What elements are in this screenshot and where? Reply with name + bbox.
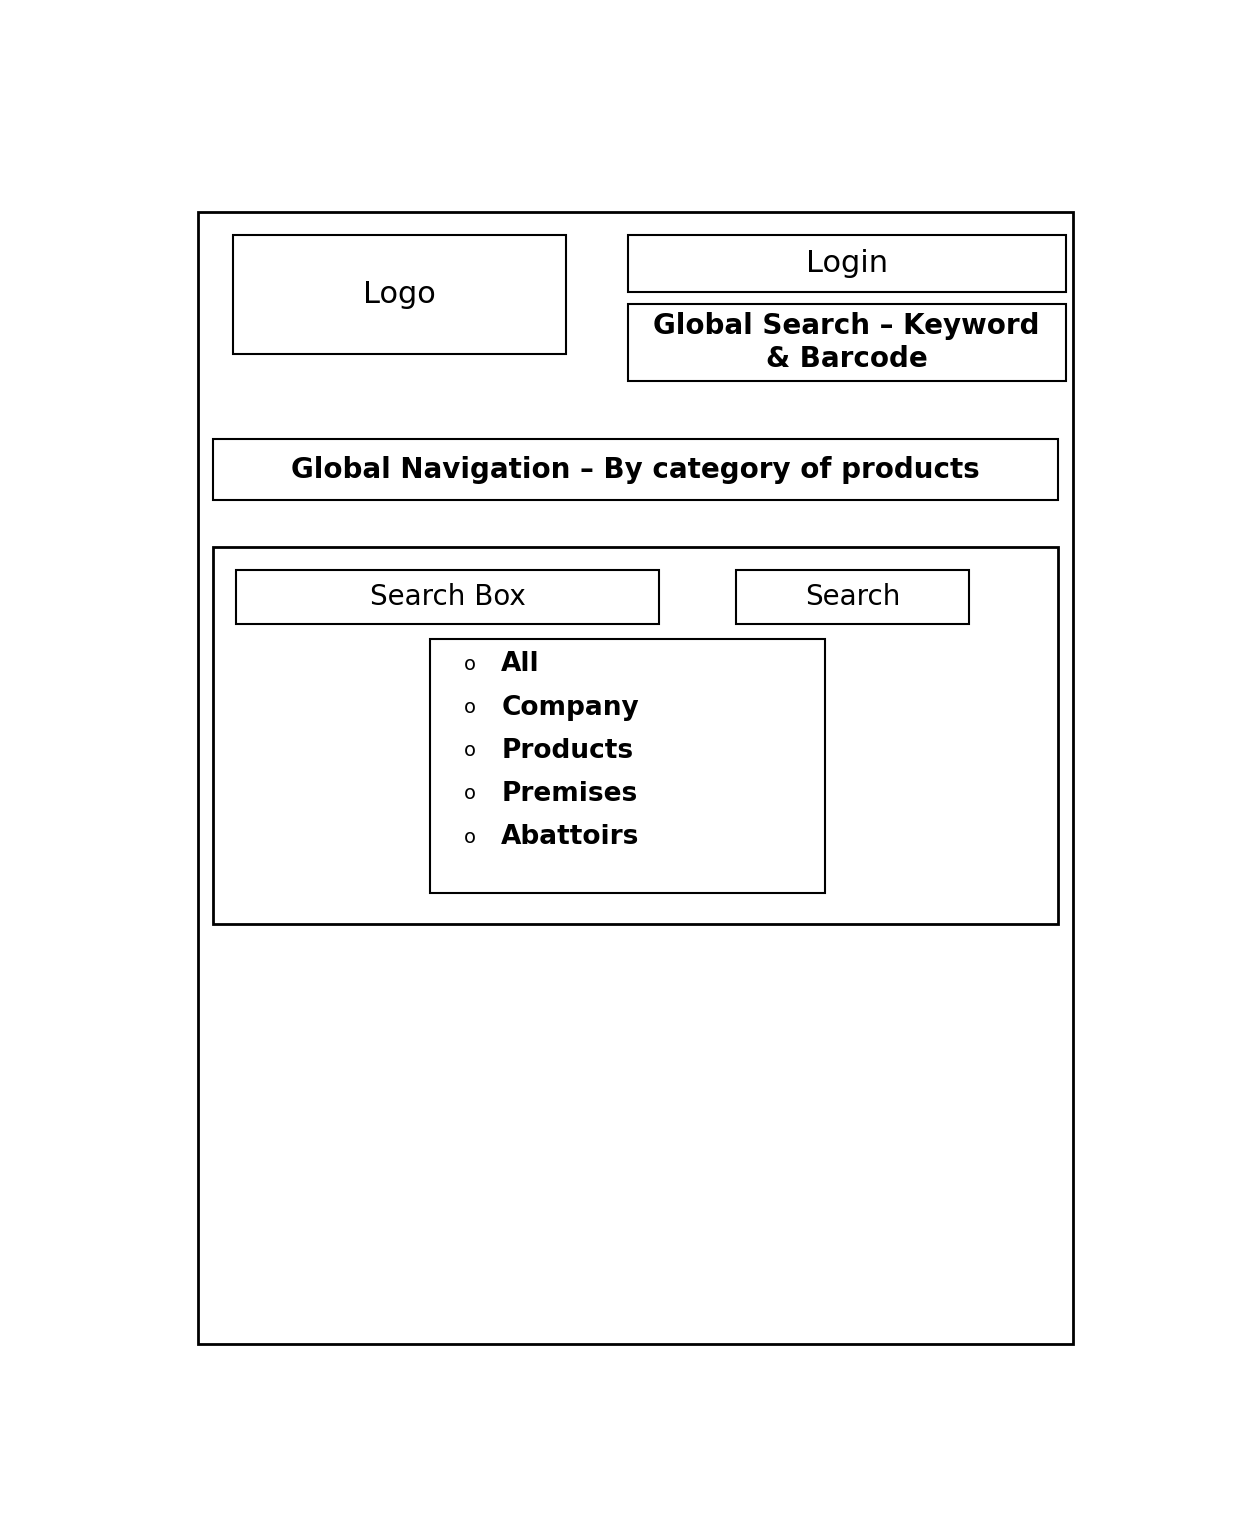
Text: o: o	[464, 828, 476, 846]
Bar	[213, 439, 1058, 500]
Text: o: o	[464, 656, 476, 674]
Bar	[627, 305, 1065, 382]
Text: All: All	[501, 651, 539, 677]
Text: o: o	[464, 742, 476, 760]
Text: Login: Login	[806, 249, 888, 279]
Bar	[237, 569, 658, 623]
Text: Company: Company	[501, 694, 639, 720]
Text: o: o	[464, 785, 476, 803]
Text: Global Search – Keyword
& Barcode: Global Search – Keyword & Barcode	[653, 312, 1040, 372]
Bar	[737, 569, 968, 623]
Text: o: o	[464, 699, 476, 717]
Bar	[430, 639, 826, 893]
Text: Products: Products	[501, 737, 634, 763]
Bar	[233, 235, 565, 354]
Bar	[213, 546, 1058, 923]
Bar	[627, 235, 1065, 292]
Text: Logo: Logo	[363, 280, 435, 309]
Text: Global Navigation – By category of products: Global Navigation – By category of produ…	[291, 456, 980, 483]
Text: Abattoirs: Abattoirs	[501, 825, 640, 850]
Text: Search Box: Search Box	[370, 583, 526, 611]
Text: Search: Search	[805, 583, 900, 611]
Text: Premises: Premises	[501, 780, 637, 806]
